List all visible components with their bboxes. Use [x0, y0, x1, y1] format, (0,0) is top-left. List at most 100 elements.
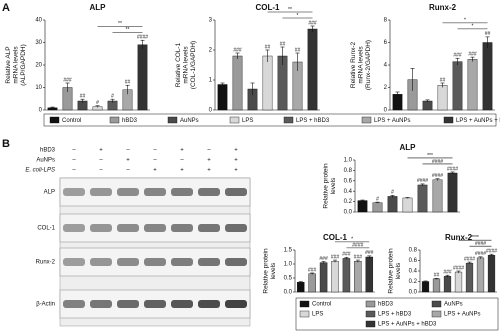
- legend-label: AuNPs: [444, 302, 463, 308]
- bar-label: ###: [365, 250, 374, 256]
- bar-label: ##: [440, 77, 446, 83]
- band: [90, 300, 112, 308]
- bar-label: ###: [308, 20, 317, 26]
- bracket-label: ****: [471, 235, 479, 241]
- chart-title: ALP: [90, 3, 107, 12]
- legend-label: LPS + hBD3: [378, 312, 412, 318]
- bar-label: ###: [63, 77, 72, 83]
- condition-sign: +: [180, 148, 184, 154]
- y-axis-label: mRNA levels: [358, 46, 365, 84]
- bar: [365, 256, 374, 293]
- y-axis-label: levels: [330, 177, 337, 194]
- y-tick-label: 0.4: [409, 269, 418, 275]
- bar: [392, 94, 403, 111]
- bracket-label: *: [472, 24, 474, 30]
- legend-label: LPS + AuNPs: [374, 118, 411, 124]
- condition-label: E. coli-LPS: [25, 168, 55, 174]
- y-tick-label: 0.0: [344, 210, 353, 216]
- legend-swatch: [109, 116, 120, 124]
- y-axis-label: Relative protein: [263, 248, 270, 294]
- band: [144, 224, 166, 232]
- bar: [454, 271, 463, 293]
- y-tick-label: 0.4: [344, 189, 353, 195]
- bar-label: ####: [453, 265, 464, 271]
- y-tick-label: 1.0: [284, 262, 293, 268]
- legend-swatch: [299, 310, 310, 318]
- y-tick-label: 0.2: [344, 199, 353, 205]
- band: [198, 300, 220, 308]
- y-axis-label: Relative protein: [323, 163, 330, 209]
- legend-swatch: [443, 116, 454, 124]
- condition-sign: +: [153, 168, 157, 174]
- y-axis-label: (Runx-2/GAPDH): [365, 40, 372, 90]
- bar-label: ####: [464, 256, 475, 262]
- bar-label: #: [391, 190, 394, 196]
- bar: [308, 273, 316, 293]
- bar: [342, 258, 351, 293]
- bar: [232, 55, 243, 111]
- bar: [372, 202, 383, 213]
- panel-letter: B: [2, 138, 10, 150]
- bracket-label: **: [288, 7, 292, 13]
- legend-swatch: [431, 310, 442, 318]
- legend-swatch: [365, 300, 376, 308]
- bracket-label: **: [118, 21, 122, 27]
- bar-label: #: [376, 196, 379, 202]
- condition-sign: –: [153, 158, 157, 164]
- bar-label: ####: [417, 178, 428, 184]
- bar-label: ##: [295, 47, 301, 53]
- bar-label: ###: [453, 53, 462, 59]
- legend-swatch: [283, 116, 294, 124]
- bar-label: ##: [280, 41, 286, 47]
- condition-sign: –: [99, 158, 103, 164]
- condition-sign: +: [234, 168, 238, 174]
- chart-title: Runx-2: [429, 3, 457, 12]
- bar-label: ####: [432, 173, 443, 179]
- band: [171, 224, 193, 232]
- band: [198, 188, 220, 196]
- bar: [331, 261, 339, 293]
- bar: [476, 257, 485, 293]
- band-label: β-Actin: [36, 302, 55, 308]
- bar: [437, 85, 448, 111]
- chart-title: Runx-2: [445, 233, 473, 242]
- y-tick-label: 40: [35, 18, 42, 24]
- bar: [421, 281, 430, 293]
- bracket-label: **: [126, 27, 130, 33]
- condition-sign: +: [234, 158, 238, 164]
- y-tick-label: 4: [384, 63, 388, 69]
- condition-sign: +: [207, 168, 211, 174]
- band: [117, 300, 139, 308]
- bar: [447, 172, 458, 213]
- band-label: COL-1: [37, 226, 55, 232]
- band: [171, 188, 193, 196]
- condition-sign: +: [126, 158, 130, 164]
- legend-label: Control: [62, 118, 81, 124]
- legend-label: LPS + AuNPs + hBD3: [378, 322, 437, 328]
- band: [225, 188, 247, 196]
- condition-sign: –: [72, 148, 76, 154]
- bar-label: #: [111, 94, 114, 100]
- band: [90, 224, 112, 232]
- y-tick-label: 1: [209, 78, 213, 84]
- y-tick-label: 1.5: [284, 248, 293, 254]
- legend-label: LPS + AuNPs + hBD3: [456, 118, 500, 124]
- bar-label: ###: [331, 254, 340, 260]
- bar: [137, 44, 148, 111]
- legend-swatch: [49, 116, 60, 124]
- legend-label: Control: [312, 302, 331, 308]
- band: [144, 300, 166, 308]
- bracket-label: *: [464, 18, 466, 24]
- bar-label: ####: [475, 251, 486, 257]
- legend-label: LPS: [242, 118, 253, 124]
- bar: [387, 196, 398, 213]
- bracket-label: ####: [475, 241, 486, 247]
- bar-label: ###: [354, 254, 363, 260]
- y-axis-label: mRNA levels: [13, 46, 20, 84]
- bar: [443, 276, 452, 293]
- legend-box: [295, 297, 499, 331]
- legend-swatch: [299, 300, 310, 308]
- bracket-label: ####: [432, 159, 443, 165]
- y-axis-label: Relative protein: [388, 248, 395, 294]
- y-tick-label: 2: [209, 48, 213, 54]
